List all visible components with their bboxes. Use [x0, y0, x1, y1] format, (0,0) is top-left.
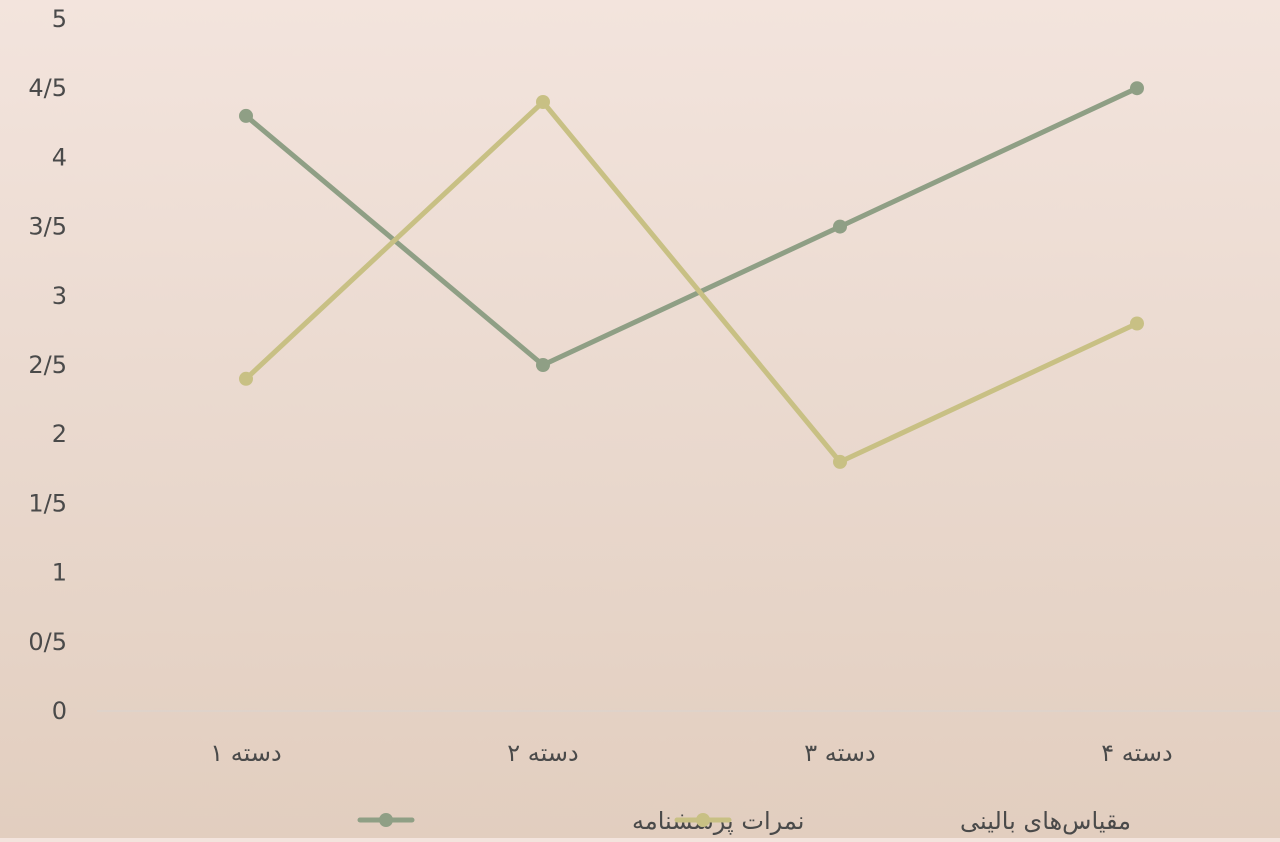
x-tick-label: دسته ۳ [804, 739, 875, 767]
x-tick-label: دسته ۲ [507, 739, 578, 767]
legend-swatch-marker [379, 813, 393, 827]
y-tick-label: 3/5 [28, 213, 67, 241]
y-axis-ticks: 0 0/5 1 1/5 2 2/5 3 3/5 4 4/5 5 [28, 5, 67, 725]
y-tick-label: 0 [52, 697, 67, 725]
series-2-point [1130, 316, 1144, 331]
series-1-point [536, 358, 550, 372]
legend-swatch-marker [696, 813, 710, 827]
y-tick-label: 2 [52, 420, 67, 448]
y-tick-label: 4/5 [28, 74, 67, 102]
y-tick-label: 0/5 [28, 628, 67, 656]
series-2-point [833, 454, 847, 469]
series-layer [239, 81, 1144, 469]
series-1-point [239, 108, 253, 123]
y-tick-label: 2/5 [28, 351, 67, 379]
series-line-2 [243, 99, 1140, 465]
y-tick-label: 1/5 [28, 489, 67, 517]
y-tick-label: 4 [52, 143, 67, 171]
series-2-point [239, 371, 253, 386]
legend-label: مقیاس‌های بالینی [960, 807, 1131, 835]
x-axis-ticks: دسته ۱ دسته ۲ دسته ۳ دسته ۴ [210, 739, 1172, 767]
series-1-point [1130, 81, 1144, 96]
x-tick-label: دسته ۱ [210, 739, 281, 767]
series-1-point [833, 219, 847, 234]
series-2-point [536, 95, 550, 109]
series-line-1 [243, 85, 1140, 368]
x-tick-label: دسته ۴ [1101, 739, 1172, 767]
y-tick-label: 3 [52, 282, 67, 310]
y-tick-label: 1 [52, 559, 67, 587]
y-tick-label: 5 [52, 5, 67, 33]
legend: نمرات پرسشنامهمقیاس‌های بالینی [357, 807, 1131, 835]
